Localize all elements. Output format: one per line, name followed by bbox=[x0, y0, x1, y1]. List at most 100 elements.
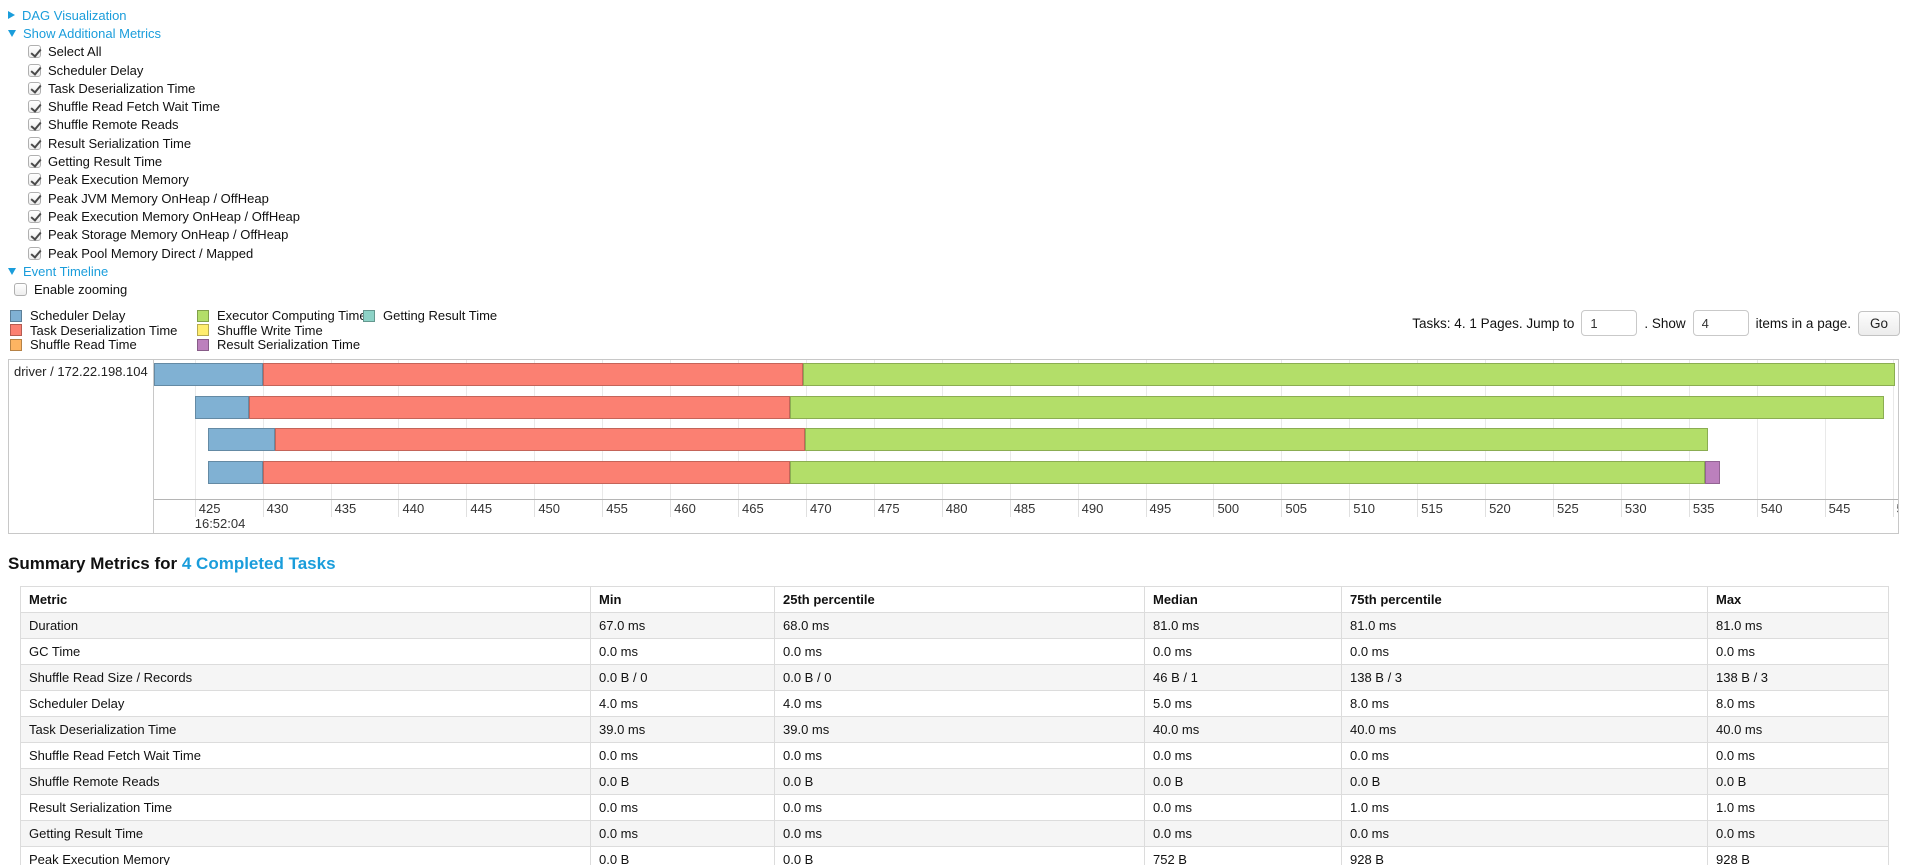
metric-checkbox-item: Getting Result Time bbox=[28, 152, 1907, 170]
metric-checkbox[interactable] bbox=[28, 228, 41, 242]
axis-tick-label: 510 bbox=[1353, 501, 1375, 517]
table-cell: 68.0 ms bbox=[774, 612, 1145, 640]
axis-tick-label: 515 bbox=[1421, 501, 1443, 517]
items-per-page-input[interactable] bbox=[1692, 310, 1749, 337]
metric-checkbox-label: Peak Execution Memory OnHeap / OffHeap bbox=[48, 208, 300, 224]
metric-checkbox-label: Shuffle Remote Reads bbox=[48, 117, 179, 133]
metric-checkbox-item: Peak JVM Memory OnHeap / OffHeap bbox=[28, 189, 1907, 207]
result-serialization-bar-segment[interactable] bbox=[1705, 461, 1721, 485]
table-cell: Duration bbox=[20, 612, 591, 640]
axis-tick-mark bbox=[941, 500, 943, 518]
table-cell: 0.0 B bbox=[774, 846, 1145, 865]
stage-controls: DAG Visualization Show Additional Metric… bbox=[0, 0, 1907, 299]
metric-checkbox[interactable] bbox=[28, 118, 41, 132]
executor-group-label: driver / 172.22.198.104 bbox=[14, 364, 148, 380]
table-cell: 928 B bbox=[1707, 846, 1889, 865]
enable-zooming-label: Enable zooming bbox=[34, 282, 128, 298]
metric-checkbox-label: Scheduler Delay bbox=[48, 62, 144, 78]
axis-tick-mark bbox=[534, 500, 536, 518]
axis-date-label: 16:52:04 bbox=[194, 516, 246, 532]
metric-checkbox[interactable] bbox=[28, 100, 41, 114]
scheduler-delay-bar-segment[interactable] bbox=[154, 363, 263, 387]
metric-checkbox[interactable] bbox=[28, 81, 41, 95]
table-cell: 0.0 B bbox=[590, 846, 775, 865]
event-timeline-toggle[interactable]: Event Timeline bbox=[8, 262, 1907, 280]
table-cell: 0.0 ms bbox=[1144, 742, 1342, 770]
axis-tick-mark bbox=[398, 500, 400, 518]
axis-tick-label: 440 bbox=[402, 501, 425, 517]
tasks-count-text: Tasks: 4. 1 Pages. Jump to bbox=[1412, 315, 1575, 331]
task-deserialization-legend-chip-icon bbox=[10, 324, 22, 337]
scheduler-delay-bar-segment[interactable] bbox=[208, 461, 263, 485]
metric-checkbox[interactable] bbox=[28, 173, 41, 187]
metric-checkbox[interactable] bbox=[28, 246, 41, 260]
axis-tick-mark bbox=[330, 500, 332, 518]
axis-tick-mark bbox=[1824, 500, 1826, 518]
dag-visualization-toggle[interactable]: DAG Visualization bbox=[8, 6, 1907, 24]
table-cell: Getting Result Time bbox=[20, 820, 591, 848]
metric-checkbox[interactable] bbox=[28, 63, 41, 77]
metric-checkbox-item: Peak Execution Memory bbox=[28, 171, 1907, 189]
table-cell: 0.0 B / 0 bbox=[774, 664, 1145, 692]
enable-zooming-checkbox[interactable] bbox=[14, 283, 27, 297]
scheduler-delay-bar-segment[interactable] bbox=[194, 396, 250, 420]
axis-tick-mark bbox=[1756, 500, 1758, 518]
legend-label: Getting Result Time bbox=[383, 308, 498, 324]
axis-tick-label: 450 bbox=[538, 501, 561, 517]
axis-tick-label: 425 bbox=[198, 501, 221, 517]
caret-right-icon bbox=[8, 11, 15, 20]
task-deserialization-bar-segment[interactable] bbox=[274, 428, 805, 452]
axis-tick-mark bbox=[1620, 500, 1622, 518]
show-additional-metrics-toggle[interactable]: Show Additional Metrics bbox=[8, 24, 1907, 42]
table-cell: 0.0 ms bbox=[590, 794, 775, 822]
metric-checkbox[interactable] bbox=[28, 155, 41, 169]
getting-result-legend-chip-icon bbox=[363, 309, 375, 322]
table-cell: 0.0 B bbox=[590, 768, 775, 796]
metric-checkbox[interactable] bbox=[28, 45, 41, 59]
axis-tick-label: 485 bbox=[1013, 501, 1036, 517]
completed-tasks-link[interactable]: 4 Completed Tasks bbox=[181, 554, 336, 574]
table-cell: 8.0 ms bbox=[1707, 690, 1889, 718]
table-cell: Shuffle Remote Reads bbox=[20, 768, 591, 796]
task-deserialization-bar-segment[interactable] bbox=[249, 396, 790, 420]
executor-computing-bar-segment[interactable] bbox=[804, 428, 1708, 452]
task-deserialization-bar-segment[interactable] bbox=[262, 461, 790, 485]
legend-column: Getting Result Time bbox=[363, 308, 497, 352]
legend-item: Result Serialization Time bbox=[197, 337, 363, 352]
jump-to-page-input[interactable] bbox=[1581, 310, 1638, 337]
metric-checkbox-item: Scheduler Delay bbox=[28, 61, 1907, 79]
shuffle-write-legend-chip-icon bbox=[197, 324, 209, 337]
table-cell: 0.0 B bbox=[774, 768, 1145, 796]
metric-checkbox-label: Peak Storage Memory OnHeap / OffHeap bbox=[48, 227, 289, 243]
axis-tick-mark bbox=[1892, 500, 1894, 518]
table-cell: 46 B / 1 bbox=[1144, 664, 1342, 692]
table-cell: 1.0 ms bbox=[1341, 794, 1708, 822]
table-header-cell: Min bbox=[590, 586, 775, 614]
axis-tick-mark bbox=[1349, 500, 1351, 518]
metric-checkbox[interactable] bbox=[28, 209, 41, 223]
table-row: Task Deserialization Time 39.0 ms 39.0 ms 4… bbox=[20, 716, 1889, 744]
legend-label: Scheduler Delay bbox=[30, 308, 126, 324]
executor-computing-bar-segment[interactable] bbox=[803, 363, 1896, 387]
axis-tick-mark bbox=[1077, 500, 1079, 518]
metric-checkbox[interactable] bbox=[28, 136, 41, 150]
table-cell: 928 B bbox=[1341, 846, 1708, 865]
axis-tick-label: 435 bbox=[334, 501, 357, 517]
scheduler-delay-bar-segment[interactable] bbox=[208, 428, 275, 452]
table-header-cell: Metric bbox=[20, 586, 591, 614]
table-cell: 0.0 ms bbox=[1144, 794, 1342, 822]
timeline-legend: Scheduler Delay Task Deserialization Time… bbox=[10, 308, 1907, 352]
table-header-cell: Max bbox=[1707, 586, 1889, 614]
axis-tick-mark bbox=[670, 500, 672, 518]
axis-tick-mark bbox=[194, 500, 196, 518]
metric-checkbox[interactable] bbox=[28, 191, 41, 205]
go-button[interactable]: Go bbox=[1857, 310, 1900, 336]
timeline-gridline bbox=[194, 360, 196, 500]
executor-computing-bar-segment[interactable] bbox=[789, 396, 1885, 420]
event-timeline-label: Event Timeline bbox=[23, 263, 109, 279]
axis-tick-mark bbox=[1688, 500, 1690, 518]
table-row: Scheduler Delay 4.0 ms 4.0 ms 5.0 ms 8.0 ms 8… bbox=[20, 690, 1889, 718]
executor-computing-bar-segment[interactable] bbox=[789, 461, 1706, 485]
table-row: Shuffle Remote Reads 0.0 B 0.0 B 0.0 B 0.0 B… bbox=[20, 768, 1889, 796]
task-deserialization-bar-segment[interactable] bbox=[262, 363, 804, 387]
